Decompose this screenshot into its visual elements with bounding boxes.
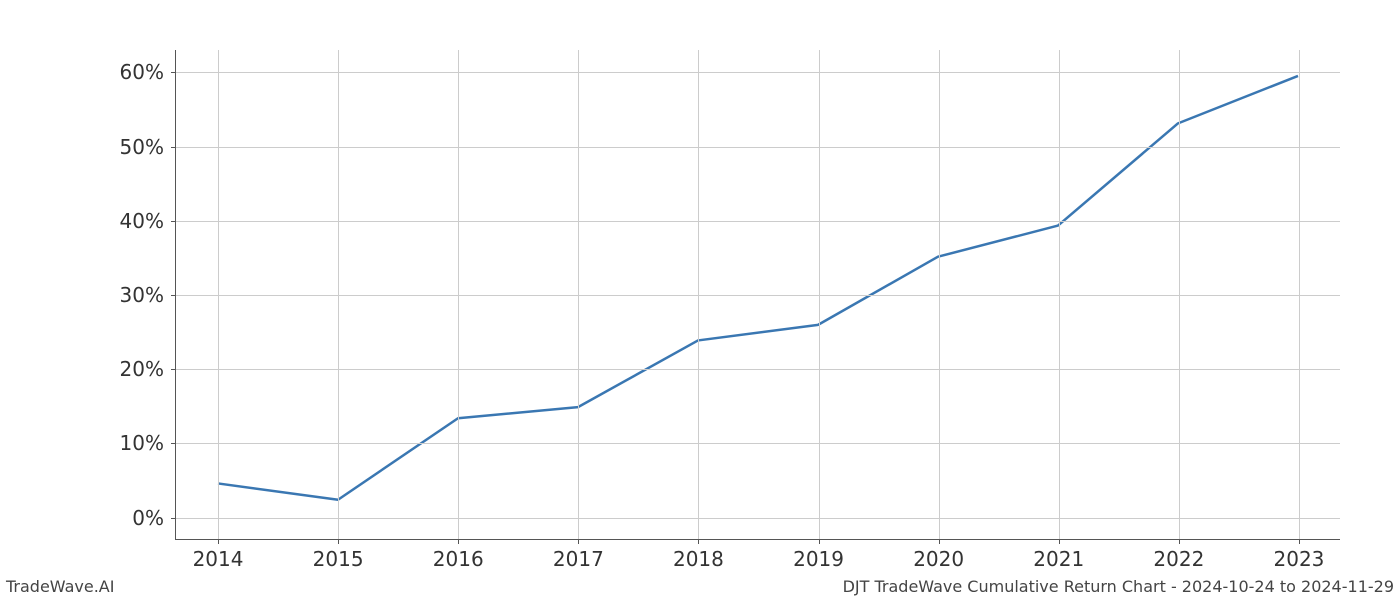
grid-line-horizontal [176, 221, 1340, 222]
plot-area: 2014201520162017201820192020202120222023… [175, 50, 1340, 540]
x-tick-mark [1059, 539, 1060, 544]
x-tick-label: 2020 [913, 547, 964, 571]
y-tick-mark [171, 443, 176, 444]
x-tick-label: 2019 [793, 547, 844, 571]
grid-line-horizontal [176, 295, 1340, 296]
line-path [218, 76, 1298, 500]
y-tick-mark [171, 221, 176, 222]
x-tick-label: 2018 [673, 547, 724, 571]
y-tick-label: 30% [120, 283, 164, 307]
grid-line-horizontal [176, 443, 1340, 444]
grid-line-horizontal [176, 147, 1340, 148]
y-tick-label: 0% [132, 506, 164, 530]
x-tick-mark [218, 539, 219, 544]
x-tick-mark [1179, 539, 1180, 544]
x-tick-mark [338, 539, 339, 544]
y-tick-label: 50% [120, 135, 164, 159]
x-tick-mark [698, 539, 699, 544]
footer-left-text: TradeWave.AI [6, 577, 114, 596]
y-tick-mark [171, 72, 176, 73]
x-tick-label: 2021 [1033, 547, 1084, 571]
y-tick-label: 40% [120, 209, 164, 233]
y-tick-label: 60% [120, 60, 164, 84]
x-tick-label: 2015 [313, 547, 364, 571]
x-tick-label: 2023 [1274, 547, 1325, 571]
x-tick-label: 2014 [193, 547, 244, 571]
x-tick-mark [939, 539, 940, 544]
y-tick-mark [171, 147, 176, 148]
grid-line-horizontal [176, 518, 1340, 519]
chart-container: 2014201520162017201820192020202120222023… [175, 50, 1340, 540]
x-tick-label: 2022 [1153, 547, 1204, 571]
x-tick-label: 2016 [433, 547, 484, 571]
grid-line-horizontal [176, 72, 1340, 73]
x-tick-label: 2017 [553, 547, 604, 571]
grid-line-horizontal [176, 369, 1340, 370]
y-tick-label: 20% [120, 357, 164, 381]
y-tick-mark [171, 518, 176, 519]
footer-right-text: DJT TradeWave Cumulative Return Chart - … [843, 577, 1394, 596]
x-tick-mark [819, 539, 820, 544]
x-tick-mark [1299, 539, 1300, 544]
y-tick-label: 10% [120, 431, 164, 455]
x-tick-mark [578, 539, 579, 544]
y-tick-mark [171, 295, 176, 296]
x-tick-mark [458, 539, 459, 544]
y-tick-mark [171, 369, 176, 370]
